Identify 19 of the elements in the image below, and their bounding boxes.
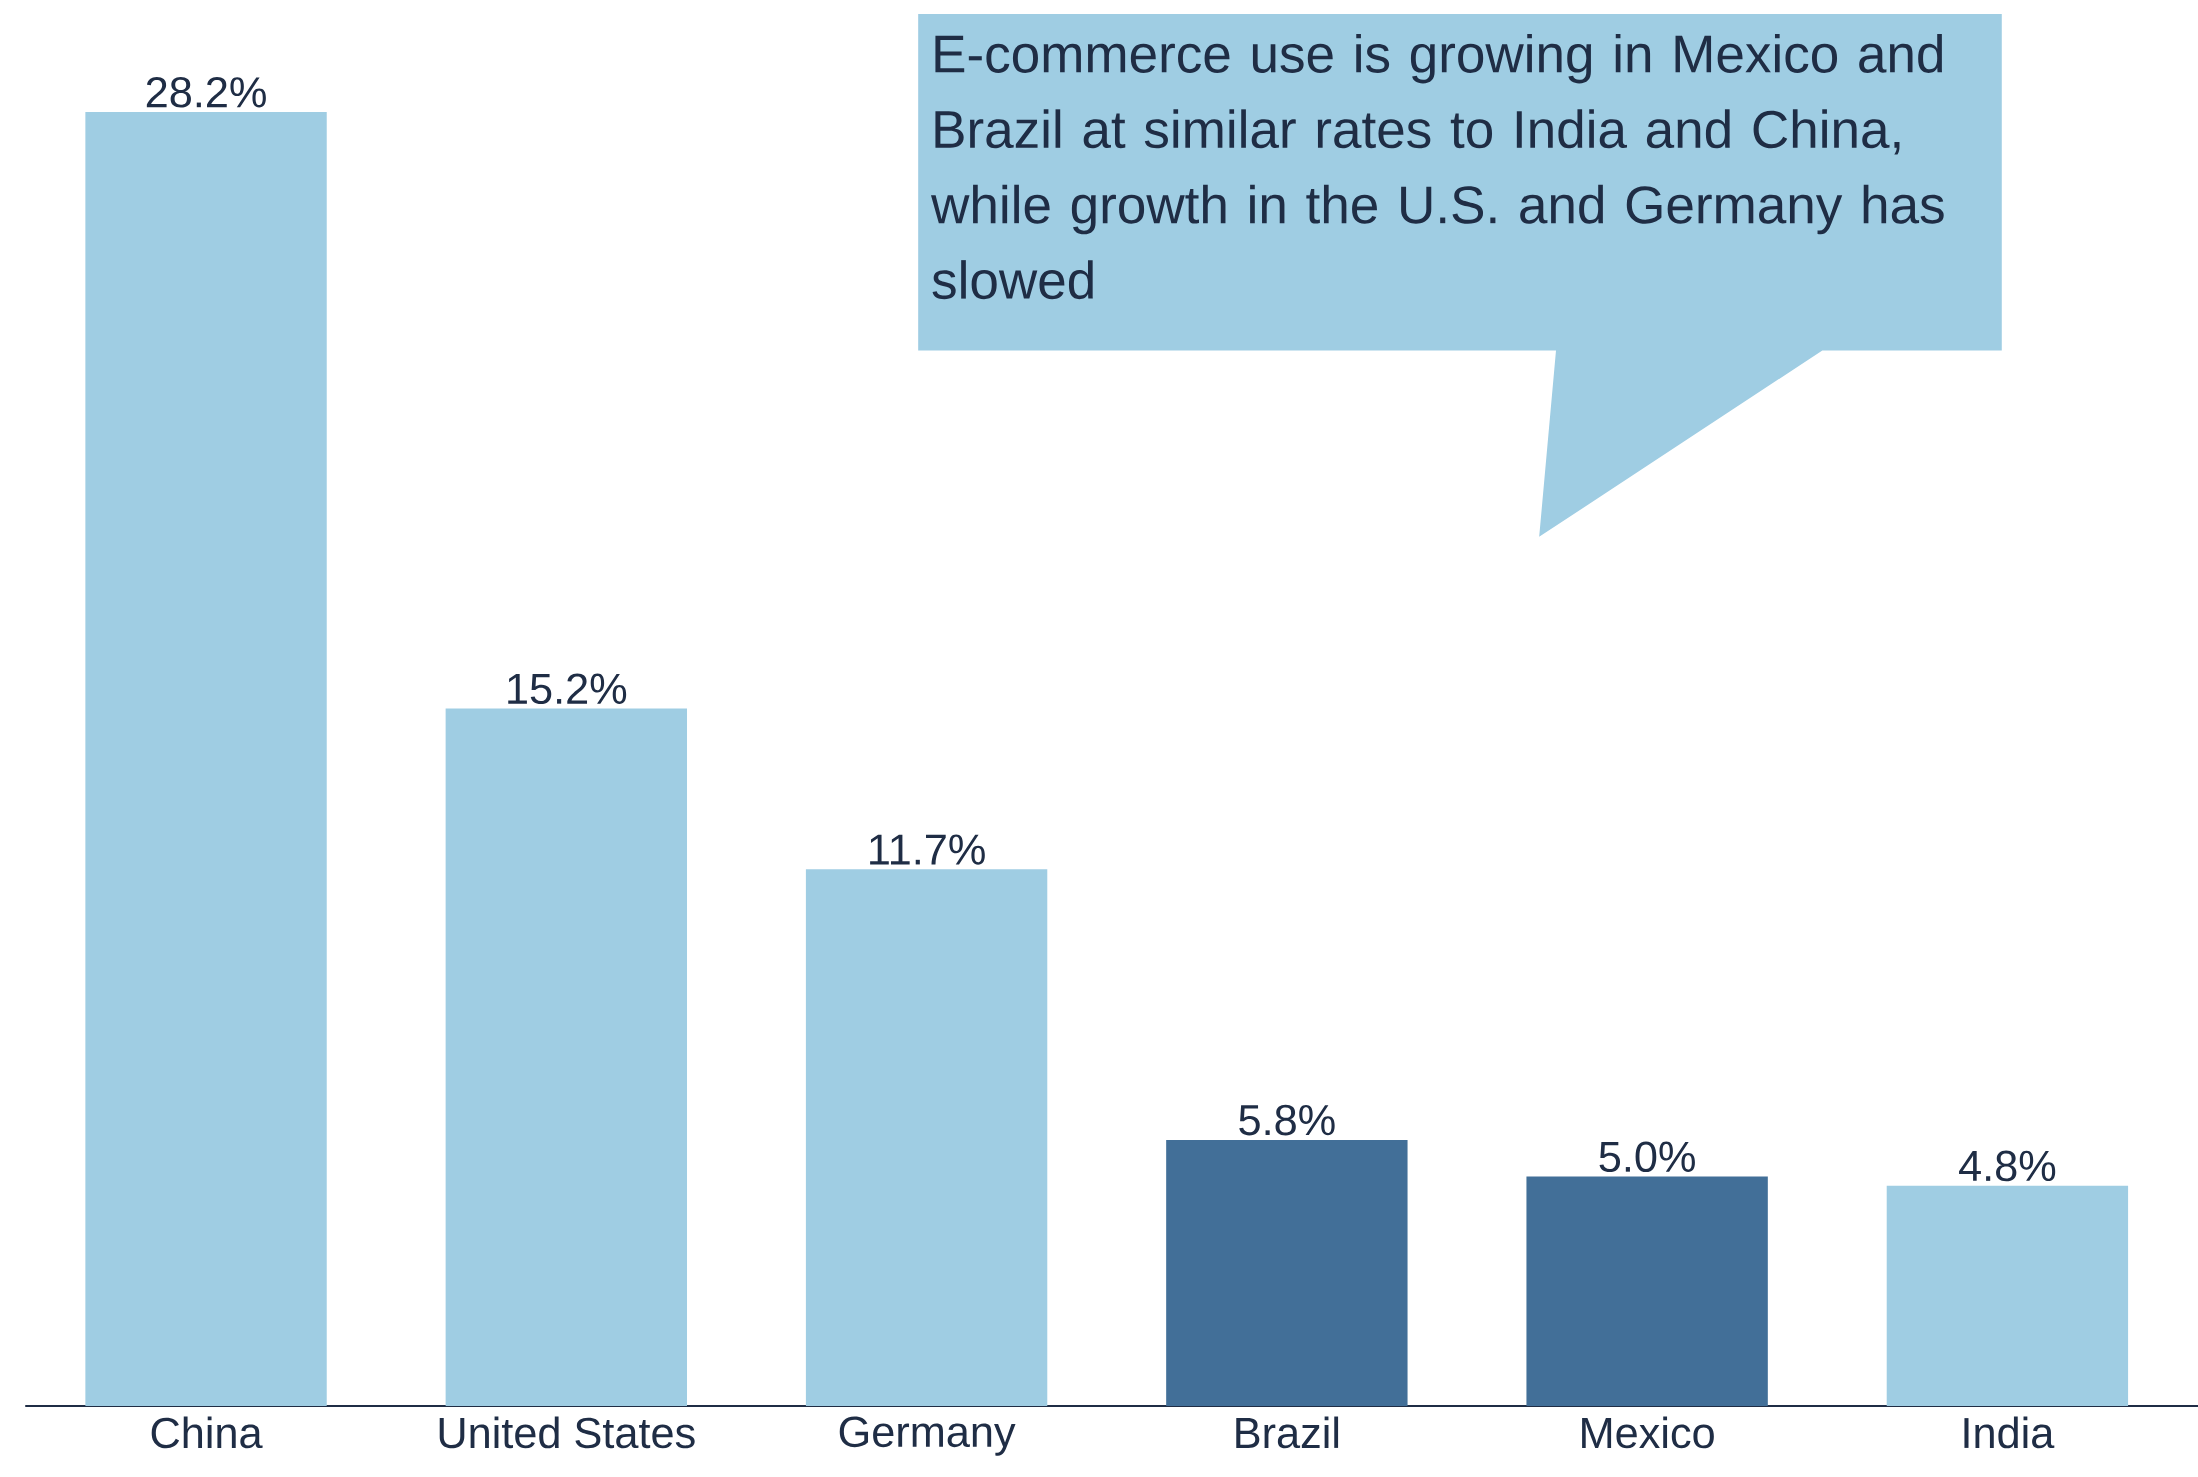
data-label: 15.2% [508,673,627,704]
data-label: 28.2% [146,76,266,108]
data-label: 11.7% [870,834,985,865]
bar [1166,1139,1408,1406]
bar [805,868,1048,1406]
x-tick-label: United States [439,1416,695,1449]
data-label: 4.8% [1959,1150,2056,1182]
x-tick-label: India [1964,1416,2055,1449]
bar [85,111,327,1406]
x-tick-label: Mexico [1582,1416,1714,1449]
x-tick-label: Brazil [1236,1416,1339,1449]
x-tick-label: Germany [839,1416,1016,1456]
bar [1526,1176,1768,1406]
data-label: 5.0% [1599,1141,1695,1172]
data-label: 5.8% [1239,1104,1335,1136]
annotation: E-commerce use is growing in Mexico and Brazil at similar rates to India and China, while growth in the U.S. and Germany has slowed [930,33,1944,299]
bar [1886,1185,2129,1406]
bar [445,708,688,1406]
x-tick-label: China [151,1416,263,1449]
